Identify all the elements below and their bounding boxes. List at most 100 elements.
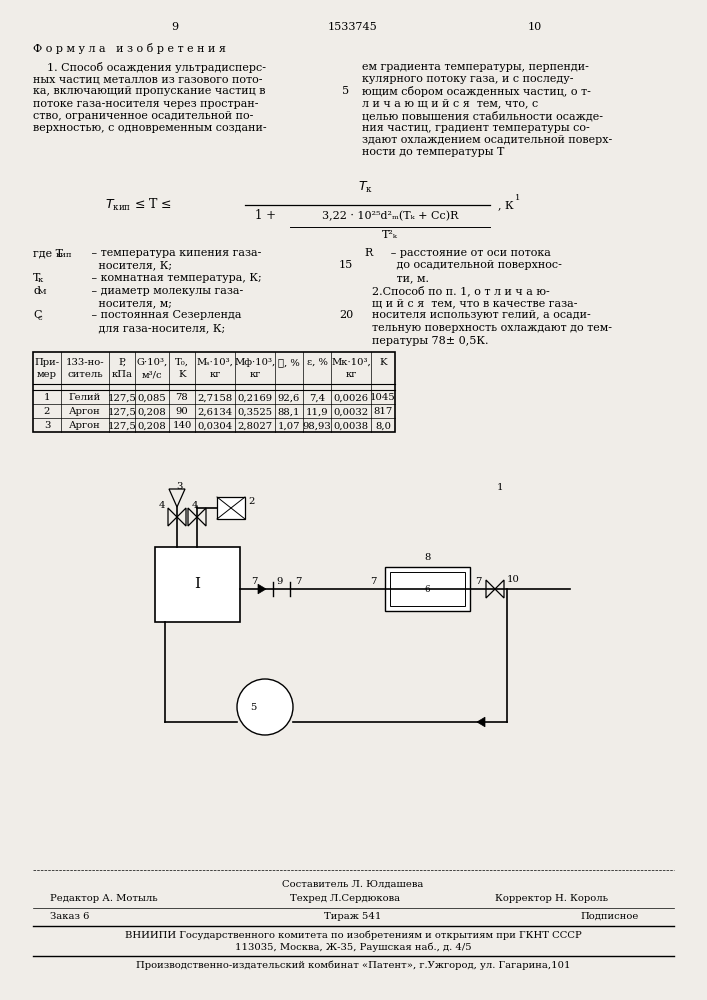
Text: 1533745: 1533745 [328,22,378,32]
Text: I: I [194,578,201,591]
Text: носителя, м;: носителя, м; [88,298,172,308]
Text: Mк·10³,: Mк·10³, [331,358,371,367]
Text: P,: P, [118,358,126,367]
Text: 140: 140 [173,422,192,430]
Text: ситель: ситель [67,370,103,379]
Text: 1045: 1045 [370,393,396,402]
Text: Корректор Н. Король: Корректор Н. Король [495,894,608,903]
Text: 0,3525: 0,3525 [238,408,273,416]
Text: Mф·10³,: Mф·10³, [235,358,276,367]
Text: 1,07: 1,07 [278,422,300,430]
Text: кПа: кПа [112,370,132,379]
Text: – постоянная Сезерленда: – постоянная Сезерленда [88,310,242,320]
Text: При-: При- [35,358,59,367]
Text: 5: 5 [250,702,256,712]
Text: ВНИИПИ Государственного комитета по изобретениям и открытиям при ГКНТ СССР: ВНИИПИ Государственного комитета по изоб… [124,930,581,940]
Text: верхностью, с одновременным создани-: верхностью, с одновременным создани- [33,123,267,133]
Text: 127,5: 127,5 [107,393,136,402]
Text: 2,6134: 2,6134 [197,408,233,416]
Text: 0,0032: 0,0032 [334,408,368,416]
Text: ℓ, %: ℓ, % [278,358,300,367]
Text: 0,208: 0,208 [138,408,166,416]
Text: 2: 2 [248,497,255,506]
Text: 0,0304: 0,0304 [197,422,233,430]
Text: Аргон: Аргон [69,422,101,430]
Text: 4: 4 [192,500,198,510]
Text: 8,0: 8,0 [375,422,391,430]
Text: 1 +: 1 + [255,209,276,222]
Text: 0,0026: 0,0026 [334,393,368,402]
Text: 7: 7 [251,578,257,586]
Text: ния частиц, градиент температуры со-: ния частиц, градиент температуры со- [362,123,590,133]
Text: кип: кип [56,251,72,259]
Text: 78: 78 [175,393,188,402]
Text: K: K [379,358,387,367]
Text: d: d [33,286,40,296]
Text: 8: 8 [424,554,431,562]
Text: 98,93: 98,93 [303,422,332,430]
Text: T²ₖ: T²ₖ [382,230,398,240]
Text: ε, %: ε, % [307,358,327,367]
Text: – температура кипения газа-: – температура кипения газа- [88,248,262,258]
Text: кулярного потоку газа, и с последу-: кулярного потоку газа, и с последу- [362,74,573,84]
Text: ти, м.: ти, м. [365,273,429,283]
Bar [155,547,240,622]
Text: , К: , К [498,200,513,210]
Text: тельную поверхность охлаждают до тем-: тельную поверхность охлаждают до тем- [365,323,612,333]
Text: 1. Способ осаждения ультрадисперс-: 1. Способ осаждения ультрадисперс- [33,62,266,73]
Text: ности до температуры T: ности до температуры T [362,147,504,157]
Bar [385,567,470,611]
Text: ных частиц металлов из газового пото-: ных частиц металлов из газового пото- [33,74,262,84]
Text: л и ч а ю щ и й с я  тем, что, с: л и ч а ю щ и й с я тем, что, с [362,99,538,109]
Text: 2: 2 [44,408,50,416]
Text: Составитель Л. Юлдашева: Составитель Л. Юлдашева [282,880,423,889]
Circle shape [237,679,293,735]
Text: 7: 7 [295,578,301,586]
Text: 0,085: 0,085 [138,393,166,402]
Bar [33,352,395,432]
Bar [217,497,245,519]
Text: потоке газа-носителя через простран-: потоке газа-носителя через простран- [33,99,259,109]
Text: 2,7158: 2,7158 [197,393,233,402]
Text: 0,2169: 0,2169 [238,393,273,402]
Text: м³/с: м³/с [141,370,163,379]
Text: до осадительной поверхнос-: до осадительной поверхнос- [365,260,562,270]
Text: Подписное: Подписное [580,912,638,921]
Text: 10: 10 [507,574,520,584]
Text: 10: 10 [528,22,542,32]
Text: ство, ограниченное осадительной по-: ство, ограниченное осадительной по- [33,111,253,121]
Text: T₀,: T₀, [175,358,189,367]
Text: 7: 7 [475,578,481,586]
Text: Тираж 541: Тираж 541 [325,912,382,921]
Text: 127,5: 127,5 [107,422,136,430]
Text: 3: 3 [176,482,182,491]
Text: 90: 90 [175,408,188,416]
Text: c: c [37,314,42,322]
Text: кг: кг [345,370,357,379]
Text: для газа-носителя, К;: для газа-носителя, К; [88,323,226,333]
Text: кг: кг [250,370,261,379]
Text: – диаметр молекулы газа-: – диаметр молекулы газа- [88,286,243,296]
Text: Mₛ·10³,: Mₛ·10³, [197,358,233,367]
Text: ка, включающий пропускание частиц в: ка, включающий пропускание частиц в [33,86,266,96]
Text: 1: 1 [44,393,50,402]
Text: T: T [33,273,40,283]
Text: 5: 5 [342,86,349,96]
Text: носителя используют гелий, а осади-: носителя используют гелий, а осади- [365,310,591,320]
Text: 15: 15 [339,260,353,270]
Text: 88,1: 88,1 [278,408,300,416]
Text: 2,8027: 2,8027 [238,422,273,430]
Text: Техред Л.Сердюкова: Техред Л.Сердюкова [290,894,400,903]
Text: 3,22 · 10²⁵d²ₘ(Tₖ + Cс)R: 3,22 · 10²⁵d²ₘ(Tₖ + Cс)R [322,211,458,221]
Polygon shape [477,717,485,727]
Text: Производственно-издательский комбинат «Патент», г.Ужгород, ул. Гагарина,101: Производственно-издательский комбинат «П… [136,960,571,970]
Text: 3: 3 [44,422,50,430]
Text: 133-но-: 133-но- [66,358,105,367]
Text: где T: где T [33,248,63,258]
Text: 9: 9 [171,22,179,32]
Text: ем градиента температуры, перпенди-: ем градиента температуры, перпенди- [362,62,589,72]
Text: 127,5: 127,5 [107,408,136,416]
Text: Гелий: Гелий [69,393,101,402]
Text: Аргон: Аргон [69,408,101,416]
Text: целью повышения стабильности осажде-: целью повышения стабильности осажде- [362,111,603,121]
